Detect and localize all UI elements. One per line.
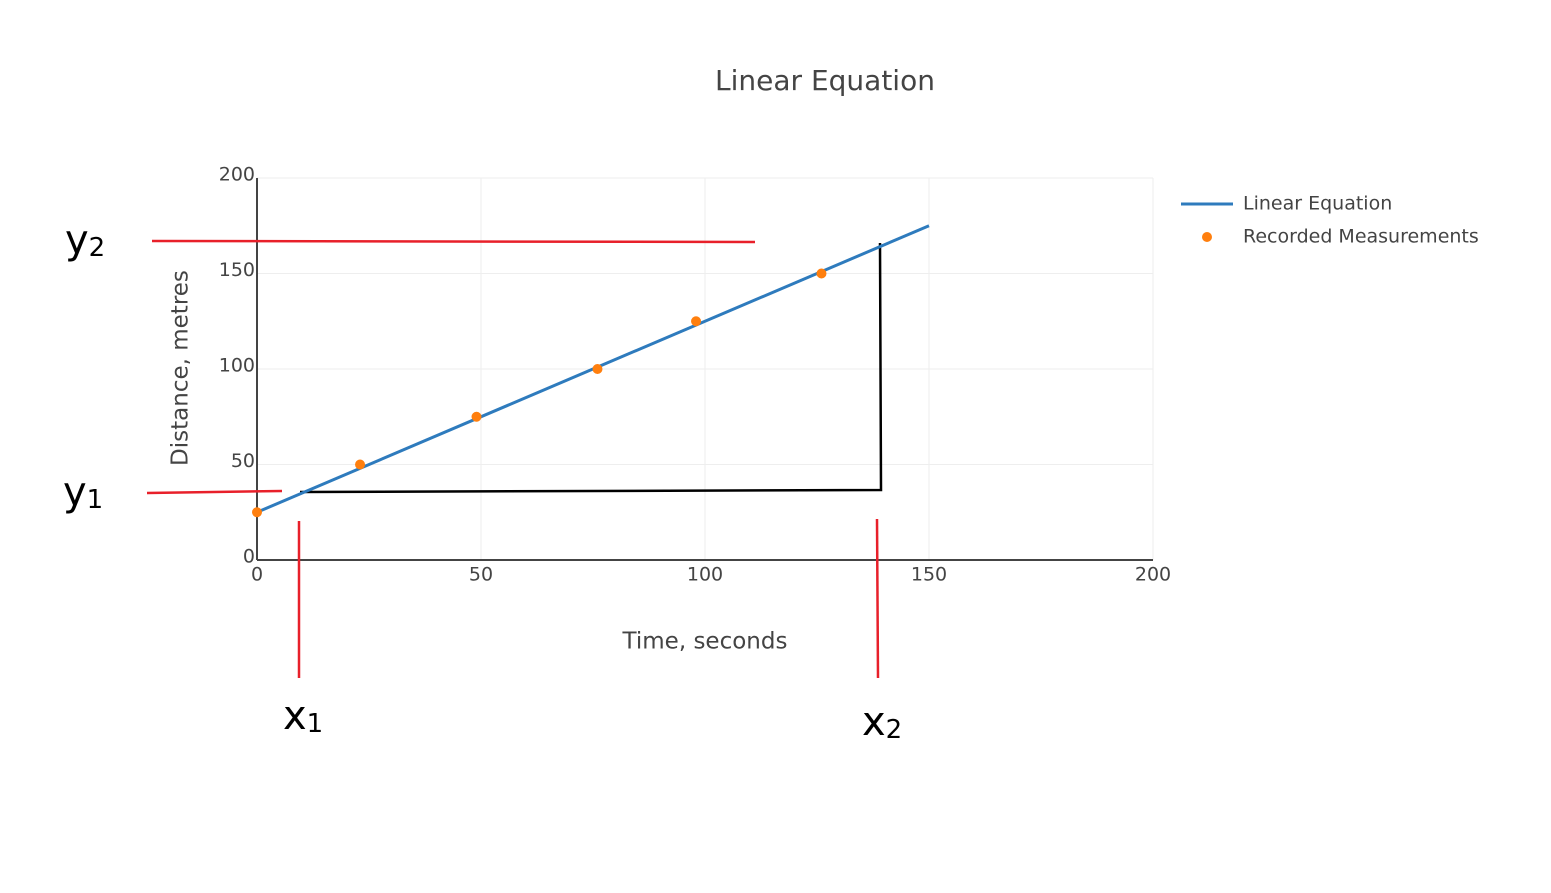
slope-triangle: [299, 242, 883, 494]
y1-guide: [146, 489, 283, 495]
y-tick-label: 50: [231, 450, 255, 472]
annotation-text: y: [65, 217, 89, 263]
x-tick-label: 0: [251, 564, 263, 586]
x-tick-label: 150: [911, 564, 947, 586]
annotation: x1: [283, 693, 323, 739]
scatter-point: [691, 316, 702, 327]
annotation-subscript: 1: [307, 709, 324, 739]
scatter-point: [471, 411, 482, 422]
annotation-text: x: [862, 699, 886, 745]
annotation: y2: [65, 217, 105, 263]
x-tick-label: 200: [1135, 564, 1171, 586]
annotation-subscript: 2: [886, 715, 903, 745]
scatter-point: [816, 268, 827, 279]
x-tick-label: 100: [687, 564, 723, 586]
annotation: x2: [862, 699, 902, 745]
scatter-point: [252, 507, 262, 518]
annotation-text: y: [63, 469, 87, 515]
y-axis-title: Distance, metres: [168, 270, 194, 466]
x-tick-label: 50: [469, 564, 493, 586]
scatter-point: [592, 364, 603, 374]
annotation-subscript: 1: [87, 485, 104, 515]
annotation-subscript: 2: [89, 233, 106, 263]
y-tick-label: 100: [219, 355, 255, 377]
y-tick-label: 200: [219, 164, 255, 186]
plot: [252, 224, 930, 518]
scatter-point: [355, 459, 366, 470]
annotation-text: x: [283, 693, 307, 739]
x2-guide: [875, 518, 880, 679]
annotation-lines: [146, 239, 883, 679]
chart-title: Linear Equation: [715, 64, 935, 97]
x-axis-title: Time, seconds: [622, 629, 788, 655]
y2-guide: [151, 239, 756, 244]
y-tick-label: 150: [219, 259, 255, 281]
legend-swatch: [1202, 232, 1212, 242]
legend-label: Linear Equation: [1243, 193, 1392, 215]
legend-label: Recorded Measurements: [1243, 226, 1479, 248]
grid: 0 50 100 150 200 0 50 100 150 200: [219, 164, 1171, 586]
annotation: y1: [63, 469, 103, 515]
y-tick-label: 0: [243, 546, 255, 568]
